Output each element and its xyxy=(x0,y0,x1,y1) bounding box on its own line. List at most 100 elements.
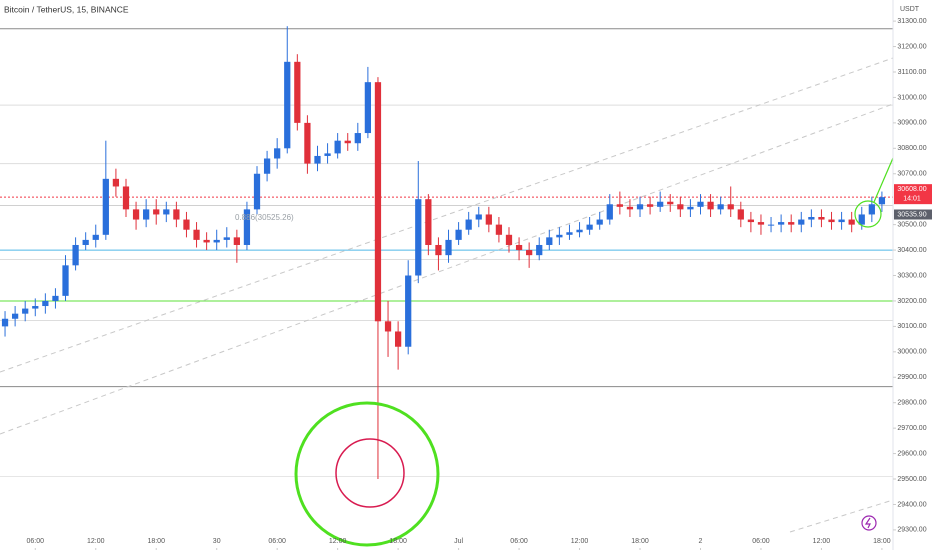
x-tick-label: 18:00 xyxy=(389,538,407,545)
candles xyxy=(1,26,886,480)
candle-body xyxy=(22,308,29,314)
candle-body xyxy=(163,209,170,215)
candle-body xyxy=(132,209,140,220)
candle-body xyxy=(233,237,240,245)
candle-body xyxy=(62,265,69,296)
candle-body xyxy=(485,214,492,225)
y-tick-label: 29300.00 xyxy=(897,527,926,534)
y-tick-label: 30700.00 xyxy=(897,171,926,178)
candle-body xyxy=(294,61,301,123)
candle-body xyxy=(596,219,603,225)
candle-body xyxy=(808,216,815,220)
candle-body xyxy=(737,209,744,220)
x-tick-label: 18:00 xyxy=(631,538,649,545)
candle-body xyxy=(788,222,795,225)
y-tick-label: 29600.00 xyxy=(897,450,926,457)
candle-body xyxy=(526,250,533,256)
candle-body xyxy=(495,224,503,235)
candle-body xyxy=(727,204,734,210)
y-tick-label: 30800.00 xyxy=(897,145,926,152)
candle-body xyxy=(324,153,331,156)
x-tick-label: 12:00 xyxy=(87,538,105,545)
arrow-line xyxy=(873,157,894,203)
x-tick-label: 06:00 xyxy=(510,538,528,545)
candle-body xyxy=(777,222,785,225)
fib-label: 0.886(30525.26) xyxy=(235,213,294,222)
x-tick-label: 06:00 xyxy=(27,538,45,545)
y-tick-label: 31100.00 xyxy=(898,69,927,76)
countdown: 14:01 xyxy=(903,195,921,202)
x-tick-label: 2 xyxy=(699,538,703,545)
x-tick-label: 18:00 xyxy=(147,538,165,545)
candle-body xyxy=(52,295,59,301)
candle-body xyxy=(657,201,664,207)
candle-body xyxy=(435,244,442,256)
y-tick-label: 31000.00 xyxy=(897,94,926,101)
candle-body xyxy=(798,219,805,225)
candle-body xyxy=(626,206,634,210)
candle-body xyxy=(374,82,382,322)
x-tick-label: 12:00 xyxy=(329,538,347,545)
candle-body xyxy=(32,306,39,309)
highlight-circle xyxy=(335,438,405,508)
candle-body xyxy=(868,204,875,215)
candle-body xyxy=(354,133,361,144)
candle-body xyxy=(183,219,190,230)
candle-body xyxy=(576,229,583,233)
price-labels: 30608.00 14:01 30535.90 xyxy=(894,184,932,220)
x-tick-label: 06:00 xyxy=(268,538,286,545)
y-tick-label: 30200.00 xyxy=(897,298,926,305)
candle-body xyxy=(425,199,432,245)
candle-body xyxy=(344,140,351,144)
logo xyxy=(861,515,877,531)
x-tick-label: 30 xyxy=(213,538,221,545)
candle-body xyxy=(394,331,402,347)
candle-body xyxy=(1,318,9,327)
candle-body xyxy=(92,234,99,240)
currency-label: USDT xyxy=(900,6,920,13)
candle-body xyxy=(102,178,109,235)
candle-body xyxy=(112,178,120,187)
candle-body xyxy=(536,244,543,256)
highlight-circle xyxy=(854,200,882,228)
price-label-box xyxy=(894,184,932,205)
y-tick-label: 29400.00 xyxy=(897,501,926,508)
candle-body xyxy=(646,204,654,207)
candle-body xyxy=(455,229,462,240)
y-tick-label: 29800.00 xyxy=(897,400,926,407)
candle-body xyxy=(838,219,845,223)
candle-body xyxy=(818,216,825,220)
candle-body xyxy=(82,239,89,245)
candle-body xyxy=(274,148,281,159)
candle-body xyxy=(858,214,865,225)
y-tick-label: 29900.00 xyxy=(897,374,926,381)
candle-body xyxy=(263,158,271,174)
candle-body xyxy=(284,61,291,149)
price-label-box xyxy=(894,209,932,220)
y-tick-label: 30300.00 xyxy=(897,272,926,279)
candle-body xyxy=(143,209,150,220)
candle-body xyxy=(546,237,553,245)
y-tick-label: 30100.00 xyxy=(897,323,926,330)
candle-body xyxy=(203,239,210,243)
candle-body xyxy=(364,82,372,134)
candle-body xyxy=(304,122,311,164)
candle-body xyxy=(213,239,220,243)
x-tick-label: 12:00 xyxy=(571,538,589,545)
candle-body xyxy=(42,300,49,307)
y-tick-label: 31300.00 xyxy=(897,18,926,25)
highlight-circle xyxy=(294,401,440,547)
candle-body xyxy=(586,224,593,230)
candle-body xyxy=(566,232,573,235)
chart-title: Bitcoin / TetherUS, 15, BINANCE xyxy=(4,4,129,14)
candle-body xyxy=(153,209,160,215)
candle-body xyxy=(415,199,422,276)
y-tick-label: 29500.00 xyxy=(897,476,926,483)
candle-body xyxy=(243,209,251,245)
trend-line xyxy=(0,57,894,373)
axes: 31300.00 31200.00 31100.00 31000.00 30900.00… xyxy=(27,18,927,550)
candle-body xyxy=(707,201,714,210)
candle-body xyxy=(677,204,684,210)
y-tick-label: 30500.00 xyxy=(897,221,926,228)
